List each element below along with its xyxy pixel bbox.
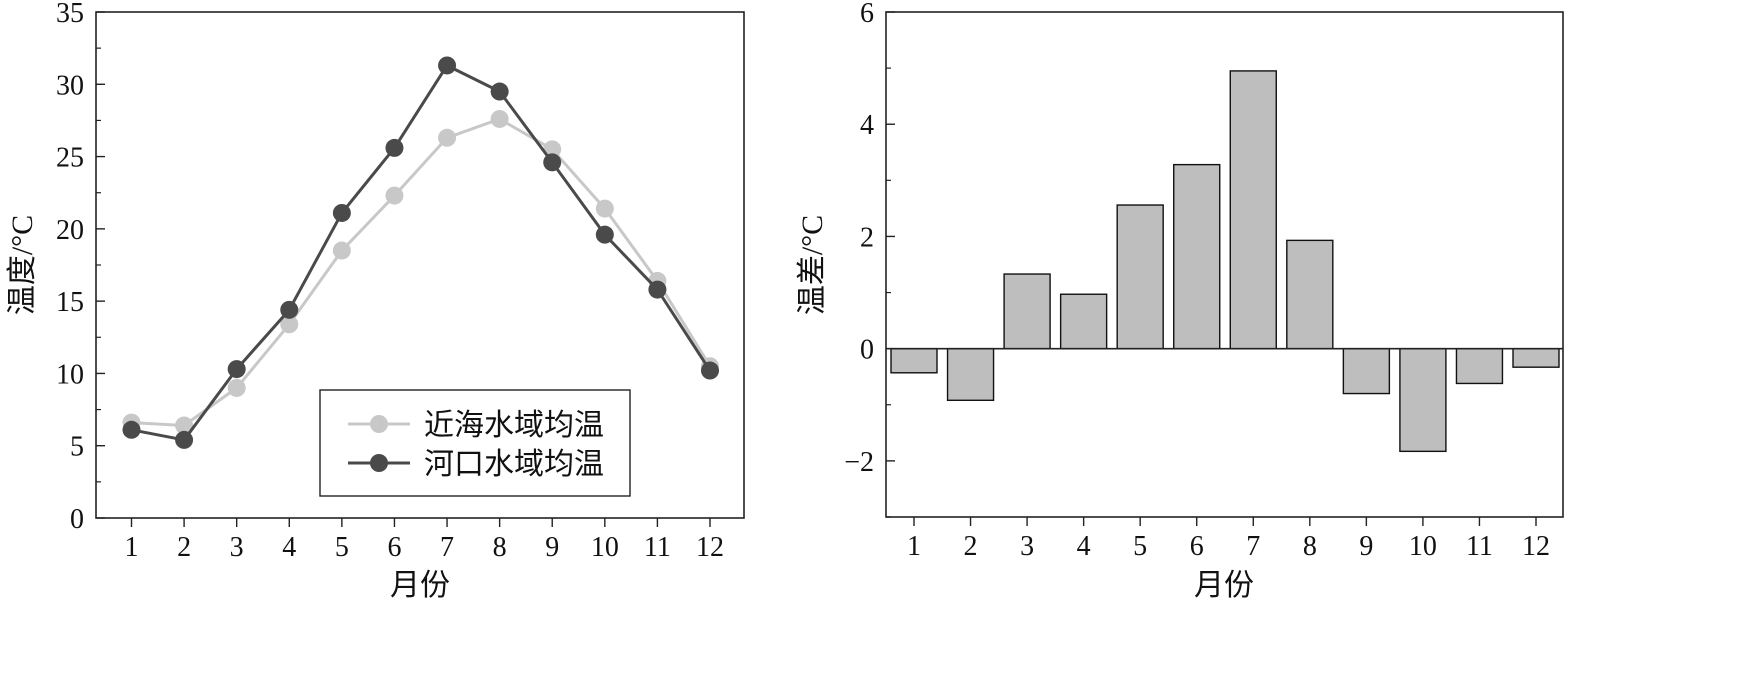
right-x-tick-label: 7 bbox=[1246, 531, 1260, 562]
legend-box bbox=[319, 389, 631, 497]
left-y-tick-label: 5 bbox=[70, 432, 84, 463]
data-point-estuary bbox=[175, 430, 194, 449]
data-point-nearshore bbox=[332, 241, 351, 260]
data-point-estuary bbox=[280, 300, 299, 319]
bar-month-12 bbox=[1512, 347, 1560, 368]
left-x-tick-label: 6 bbox=[387, 532, 401, 563]
left-y-tick-label: 30 bbox=[56, 70, 84, 101]
right-x-tick-label: 4 bbox=[1077, 531, 1091, 562]
right-x-tick-label: 3 bbox=[1020, 531, 1034, 562]
data-point-nearshore bbox=[438, 128, 457, 147]
left-y-tick-label: 10 bbox=[56, 359, 84, 390]
legend-marker-estuary bbox=[370, 454, 388, 472]
right-x-axis-title: 月份 bbox=[1194, 569, 1254, 602]
left-y-axis-ticks: 0 5 10 15 20 25 30 35 bbox=[56, 0, 105, 535]
bar-month-9 bbox=[1342, 347, 1391, 395]
right-plot-frame bbox=[885, 11, 1564, 518]
data-point-estuary bbox=[701, 361, 719, 380]
left-x-tick-label: 5 bbox=[335, 532, 349, 563]
right-x-tick-label: 1 bbox=[907, 531, 921, 562]
right-x-tick-label: 2 bbox=[964, 531, 978, 562]
legend-marker-nearshore bbox=[370, 415, 388, 433]
data-point-estuary bbox=[122, 420, 141, 439]
right-y-tick-label: 4 bbox=[860, 110, 874, 141]
legend-label-nearshore: 近海水域均温 bbox=[424, 409, 604, 442]
right-x-tick-label: 8 bbox=[1303, 531, 1317, 562]
right-y-tick-label: 2 bbox=[860, 222, 874, 253]
right-y-tick-label: 6 bbox=[860, 0, 874, 29]
right-x-tick-label: 12 bbox=[1522, 531, 1550, 562]
left-x-tick-label: 1 bbox=[125, 532, 139, 563]
bar-month-7 bbox=[1229, 70, 1277, 350]
bar-month-8 bbox=[1286, 239, 1334, 350]
data-point-estuary bbox=[648, 280, 667, 299]
left-x-axis-ticks: 1 2 3 4 5 6 7 8 9 10 11 12 bbox=[125, 518, 724, 563]
data-point-estuary bbox=[227, 360, 246, 379]
left-x-tick-label: 2 bbox=[177, 532, 191, 563]
data-point-estuary bbox=[385, 138, 404, 157]
data-point-estuary bbox=[438, 56, 457, 75]
left-x-tick-label: 11 bbox=[644, 532, 671, 563]
right-x-tick-label: 11 bbox=[1466, 531, 1493, 562]
bar-month-5 bbox=[1116, 204, 1164, 350]
left-x-tick-label: 7 bbox=[440, 532, 454, 563]
series-line-nearshore bbox=[131, 117, 712, 427]
left-y-tick-label: 35 bbox=[56, 0, 84, 29]
left-series-layer bbox=[122, 56, 719, 449]
right-x-axis-ticks: 1 2 3 4 5 6 7 8 9 10 11 12 bbox=[907, 517, 1550, 562]
left-y-tick-label: 0 bbox=[70, 504, 84, 535]
bar-month-11 bbox=[1455, 347, 1504, 385]
right-x-tick-label: 6 bbox=[1190, 531, 1204, 562]
right-x-tick-label: 10 bbox=[1409, 531, 1437, 562]
data-point-estuary bbox=[543, 153, 562, 172]
data-point-nearshore bbox=[280, 315, 299, 334]
left-x-axis-title: 月份 bbox=[390, 569, 450, 602]
left-x-tick-label: 10 bbox=[591, 532, 619, 563]
right-y-tick-label: −2 bbox=[844, 447, 874, 478]
left-y-tick-label: 15 bbox=[56, 287, 84, 318]
bar-month-2 bbox=[946, 347, 995, 401]
left-x-tick-label: 12 bbox=[696, 532, 724, 563]
right-x-tick-label: 9 bbox=[1359, 531, 1373, 562]
bar-month-4 bbox=[1059, 293, 1108, 350]
data-point-estuary bbox=[332, 203, 351, 222]
bar-month-3 bbox=[1003, 273, 1051, 350]
data-point-estuary bbox=[595, 225, 614, 244]
right-y-tick-label: 0 bbox=[860, 335, 874, 366]
bar-month-6 bbox=[1173, 163, 1221, 350]
left-x-tick-label: 3 bbox=[230, 532, 244, 563]
legend-label-estuary: 河口水域均温 bbox=[424, 448, 604, 481]
data-point-nearshore bbox=[227, 378, 246, 397]
series-line-estuary bbox=[131, 63, 712, 442]
left-y-axis-title: 温度/°C bbox=[6, 215, 39, 315]
left-x-tick-label: 4 bbox=[282, 532, 296, 563]
right-y-axis-ticks: −2 0 2 4 6 bbox=[844, 0, 895, 518]
data-point-nearshore bbox=[490, 109, 509, 128]
right-y-axis-title: 温差/°C bbox=[796, 215, 829, 315]
data-point-estuary bbox=[490, 82, 509, 101]
left-y-tick-label: 25 bbox=[56, 143, 84, 174]
left-y-tick-label: 20 bbox=[56, 215, 84, 246]
data-point-nearshore bbox=[175, 416, 194, 435]
data-point-nearshore bbox=[595, 199, 614, 218]
right-bars-layer bbox=[890, 70, 1560, 453]
left-x-tick-label: 8 bbox=[493, 532, 507, 563]
data-point-nearshore bbox=[385, 186, 404, 205]
bar-month-1 bbox=[890, 347, 938, 374]
bar-month-10 bbox=[1399, 347, 1447, 453]
legend: 近海水域均温 河口水域均温 bbox=[319, 389, 631, 497]
left-x-tick-label: 9 bbox=[545, 532, 559, 563]
right-x-tick-label: 5 bbox=[1133, 531, 1147, 562]
